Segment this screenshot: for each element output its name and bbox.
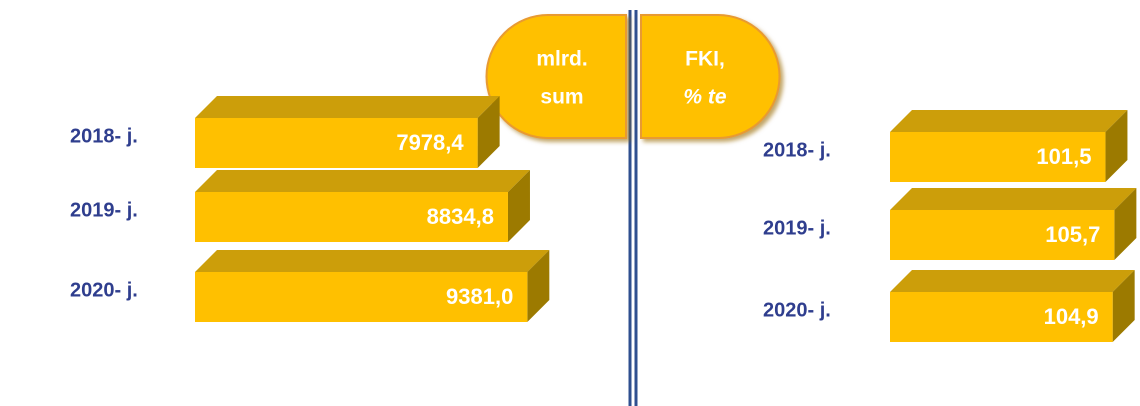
value-label: 9381,0: [446, 284, 513, 309]
value-label: 105,7: [1045, 222, 1100, 247]
pill-text: sum: [540, 86, 583, 109]
bar-side: [1114, 188, 1137, 260]
bar-top: [890, 270, 1135, 292]
pill-text: mlrd.: [536, 48, 587, 71]
bar-top: [195, 250, 550, 272]
bar: [195, 192, 508, 242]
bar-top: [890, 110, 1128, 132]
unit-pill: [640, 14, 781, 139]
value-label: 104,9: [1044, 304, 1099, 329]
year-label: 2018- j.: [763, 139, 831, 161]
bar-side: [477, 96, 500, 168]
bar: [890, 210, 1115, 260]
bar: [890, 292, 1113, 342]
bar-top: [195, 96, 500, 118]
value-label: 8834,8: [427, 204, 494, 229]
bar: [195, 118, 478, 168]
year-label: 2019- j.: [763, 217, 831, 239]
year-label: 2020- j.: [763, 299, 831, 321]
bar: [195, 272, 528, 322]
year-label: 2020- j.: [70, 279, 138, 301]
bar-side: [507, 170, 530, 242]
value-label: 7978,4: [396, 130, 464, 155]
unit-pill: [485, 14, 627, 139]
pill-text: % te: [683, 86, 727, 109]
pill-text: FKI,: [685, 48, 725, 71]
bar-side: [1105, 110, 1128, 182]
bar-side: [527, 250, 550, 322]
year-label: 2018- j.: [70, 125, 138, 147]
bar-top: [195, 170, 530, 192]
bar-top: [890, 188, 1137, 210]
year-label: 2019- j.: [70, 199, 138, 221]
value-label: 101,5: [1036, 144, 1091, 169]
bar-side: [1112, 270, 1135, 342]
bar: [890, 132, 1106, 182]
